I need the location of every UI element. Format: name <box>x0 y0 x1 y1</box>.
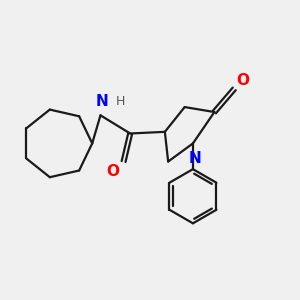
Text: O: O <box>236 73 250 88</box>
Text: N: N <box>96 94 109 110</box>
Text: H: H <box>115 95 125 108</box>
Text: O: O <box>106 164 120 179</box>
Text: N: N <box>189 151 202 166</box>
